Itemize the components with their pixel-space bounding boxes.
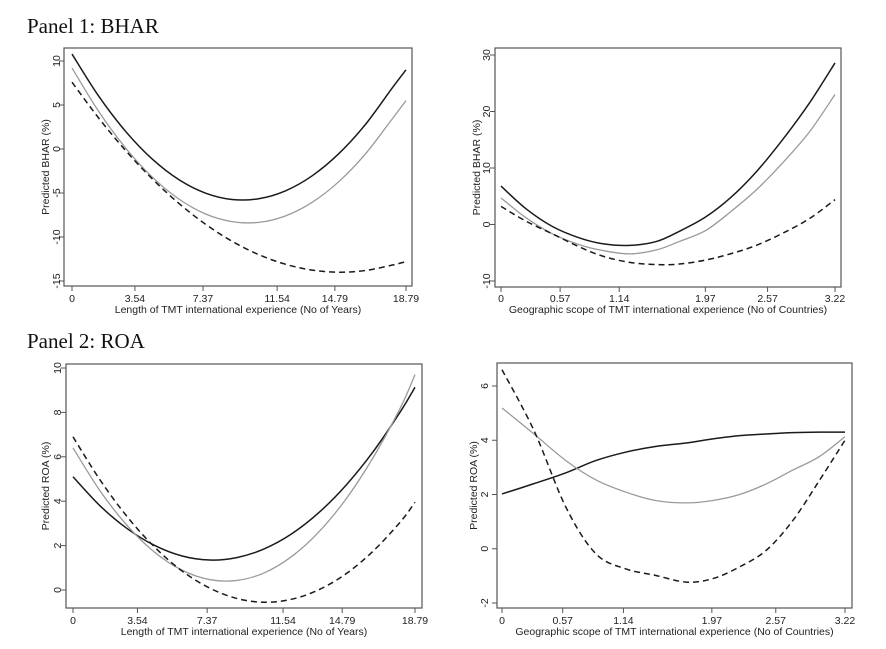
- y-tick-label: 8: [52, 409, 64, 415]
- plot-frame: [65, 363, 423, 609]
- y-tick-label: 6: [479, 383, 491, 389]
- x-tick-label: 0: [499, 615, 505, 627]
- y-tick-label: 10: [52, 362, 64, 374]
- x-tick-label: 0: [498, 293, 504, 305]
- y-tick-label: 0: [479, 546, 491, 552]
- y-tick-label: 0: [481, 221, 493, 227]
- y-tick-label: 6: [52, 454, 64, 460]
- series-line-solid-black: [501, 431, 846, 495]
- x-tick-label: 14.79: [329, 615, 355, 627]
- x-tick-label: 3.22: [835, 615, 856, 627]
- y-axis-title: Predicted ROA (%): [40, 442, 52, 531]
- y-tick-label: 4: [479, 437, 491, 443]
- y-tick-label: -10: [481, 273, 493, 288]
- x-tick-label: 1.97: [702, 615, 723, 627]
- y-axis-title: Predicted BHAR (%): [40, 119, 52, 215]
- plot-frame: [63, 47, 413, 287]
- x-tick-label: 18.79: [393, 293, 419, 305]
- series-line-dashed-black: [72, 436, 416, 603]
- y-axis-title: Predicted BHAR (%): [471, 120, 483, 216]
- series-line-dashed-black: [500, 199, 836, 266]
- x-tick-label: 7.37: [193, 293, 214, 305]
- plot-frame: [494, 47, 842, 288]
- x-tick-label: 3.54: [125, 293, 146, 305]
- series-line-solid-gray: [501, 407, 846, 504]
- x-tick-label: 0.57: [552, 615, 573, 627]
- series-line-solid-black: [72, 386, 416, 561]
- y-tick-label: 0: [51, 146, 63, 152]
- x-tick-label: 1.14: [613, 615, 634, 627]
- series-line-solid-gray: [500, 94, 836, 255]
- series-line-dashed-black: [501, 369, 846, 583]
- x-tick-label: 11.54: [264, 293, 290, 305]
- x-tick-label: 1.14: [609, 293, 630, 305]
- x-axis-title: Geographic scope of TMT international ex…: [515, 626, 833, 638]
- chart-4: 0 0.57 1.14 1.97 2.57 3.22 -2 0 2 4 6 Geographic sc…: [468, 362, 856, 638]
- panel-1-title: Panel 1: BHAR: [27, 14, 159, 38]
- x-tick-label: 18.79: [402, 615, 428, 627]
- plot-frame: [496, 362, 853, 609]
- x-axis-title: Geographic scope of TMT international ex…: [509, 304, 827, 316]
- x-tick-label: 0: [69, 293, 75, 305]
- y-tick-label: 10: [481, 162, 493, 174]
- x-tick-label: 3.54: [127, 615, 148, 627]
- x-tick-label: 14.79: [322, 293, 348, 305]
- y-tick-label: 20: [481, 106, 493, 118]
- chart-2: 0 0.57 1.14 1.97 2.57 3.22 -10 0 10 20 30 Geographi…: [471, 47, 846, 316]
- y-tick-label: 4: [52, 498, 64, 504]
- y-tick-label: 2: [52, 543, 64, 549]
- panel-2-title: Panel 2: ROA: [27, 329, 145, 353]
- x-axis-title: Length of TMT international experience (…: [115, 304, 362, 316]
- y-tick-label: 5: [51, 102, 63, 108]
- series-line-solid-gray: [72, 374, 416, 582]
- x-axis-title: Length of TMT international experience (…: [121, 626, 368, 638]
- y-tick-label: -15: [51, 273, 63, 288]
- y-tick-label: -5: [51, 188, 63, 197]
- y-tick-label: 30: [481, 49, 493, 61]
- y-tick-label: -10: [51, 229, 63, 244]
- y-axis-title: Predicted ROA (%): [468, 441, 480, 530]
- x-tick-label: 0.57: [550, 293, 571, 305]
- series-line-dashed-black: [71, 81, 407, 273]
- x-tick-label: 1.97: [695, 293, 716, 305]
- series-line-solid-black: [500, 62, 836, 247]
- series-line-solid-black: [71, 53, 407, 201]
- x-tick-label: 11.54: [270, 615, 296, 627]
- y-tick-label: 10: [51, 55, 63, 67]
- y-tick-label: 0: [52, 587, 64, 593]
- x-tick-label: 2.57: [757, 293, 778, 305]
- x-tick-label: 0: [70, 615, 76, 627]
- x-tick-label: 3.22: [825, 293, 846, 305]
- chart-1: 0 3.54 7.37 11.54 14.79 18.79 -15 -10 -5 0 5 10 Leng…: [40, 47, 419, 316]
- x-tick-label: 7.37: [197, 615, 218, 627]
- chart-3: 0 3.54 7.37 11.54 14.79 18.79 0 2 4 6 8 10 Length of…: [40, 362, 428, 638]
- x-tick-label: 2.57: [766, 615, 787, 627]
- y-tick-label: -2: [479, 598, 491, 607]
- series-line-solid-gray: [71, 67, 407, 224]
- y-tick-label: 2: [479, 491, 491, 497]
